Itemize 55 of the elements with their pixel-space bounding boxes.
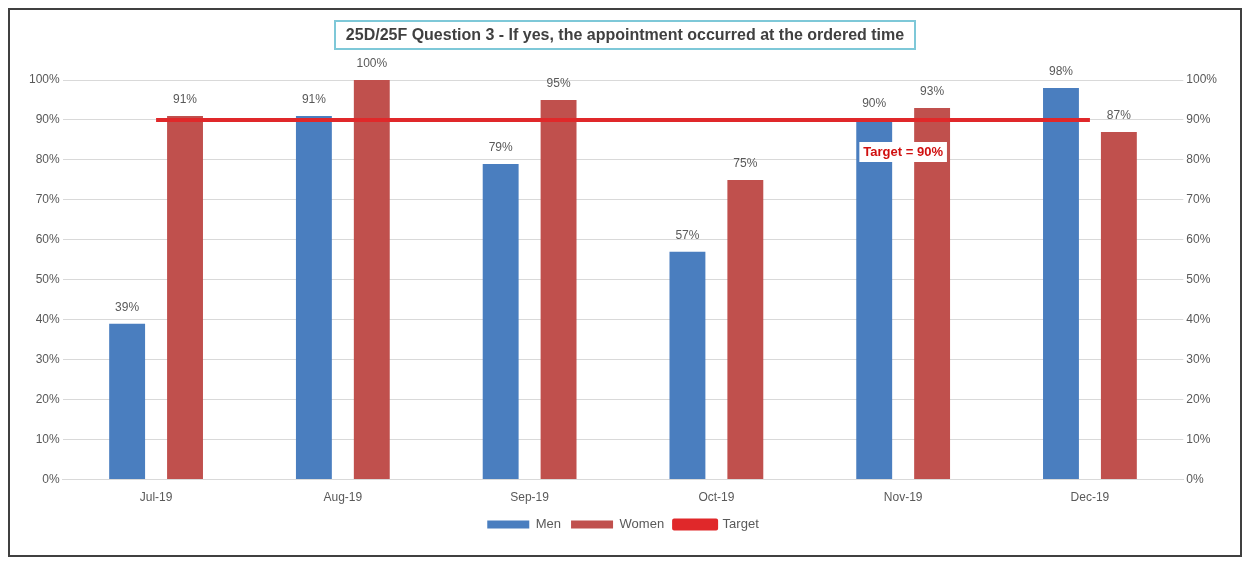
- data-label: 91%: [301, 92, 327, 107]
- bar: [1100, 131, 1137, 480]
- y2-tick-label: 20%: [1186, 391, 1211, 406]
- y-tick-label: 0%: [42, 471, 61, 486]
- annotation: Target = 90%: [863, 144, 944, 160]
- y2-tick-label: 40%: [1186, 312, 1211, 327]
- bar: [727, 179, 764, 480]
- bar: [109, 323, 146, 480]
- bar: [1043, 87, 1079, 480]
- y2-tick-label: 10%: [1186, 431, 1211, 446]
- y-tick-label: 90%: [35, 112, 61, 127]
- y2-tick-label: 50%: [1186, 272, 1211, 287]
- y2-tick-label: 0%: [1186, 471, 1204, 486]
- y2-tick-label: 70%: [1186, 192, 1211, 207]
- bar: [482, 163, 519, 480]
- y2-tick-label: 60%: [1186, 232, 1211, 247]
- y-tick-label: 10%: [35, 431, 61, 446]
- chart-title: 25D/25F Question 3 - If yes, the appointment occurred at the ordered time: [333, 20, 917, 50]
- x-tick-label: Dec-19: [1070, 490, 1110, 505]
- data-label: 98%: [1048, 64, 1074, 79]
- y-tick-label: 20%: [35, 391, 61, 406]
- data-label: 100%: [356, 56, 388, 71]
- bar: [167, 115, 203, 480]
- data-label: 79%: [488, 140, 513, 155]
- y-tick-label: 70%: [35, 192, 61, 207]
- bar: [353, 80, 390, 480]
- y-tick-label: 80%: [35, 152, 61, 167]
- bar: [540, 99, 577, 480]
- y2-tick-label: 100%: [1186, 72, 1218, 87]
- legend-label: Target: [722, 516, 760, 532]
- x-tick-label: Aug-19: [323, 490, 363, 505]
- data-label: 93%: [920, 84, 945, 99]
- x-tick-label: Nov-19: [883, 490, 923, 505]
- y-tick-label: 60%: [35, 232, 61, 247]
- x-tick-label: Oct-19: [698, 490, 735, 505]
- legend-label: Men: [535, 516, 562, 532]
- y-tick-label: 30%: [35, 352, 61, 367]
- y-tick-label: 50%: [35, 272, 61, 287]
- data-label: 91%: [173, 92, 198, 107]
- y-tick-label: 40%: [35, 312, 61, 327]
- x-tick-label: Sep-19: [510, 490, 550, 505]
- x-tick-label: Jul-19: [139, 490, 173, 505]
- data-label: 57%: [675, 228, 700, 243]
- data-label: 75%: [733, 156, 758, 171]
- y2-tick-label: 30%: [1186, 352, 1211, 367]
- data-label: 90%: [862, 96, 887, 111]
- data-label: 95%: [546, 76, 571, 91]
- bar: [295, 115, 332, 480]
- bar: [669, 251, 706, 480]
- data-label: 39%: [115, 300, 140, 315]
- data-label: 87%: [1106, 108, 1132, 123]
- legend-label: Women: [619, 516, 665, 532]
- y2-tick-label: 90%: [1186, 112, 1211, 127]
- y2-tick-label: 80%: [1186, 152, 1211, 167]
- y-tick-label: 100%: [28, 72, 61, 87]
